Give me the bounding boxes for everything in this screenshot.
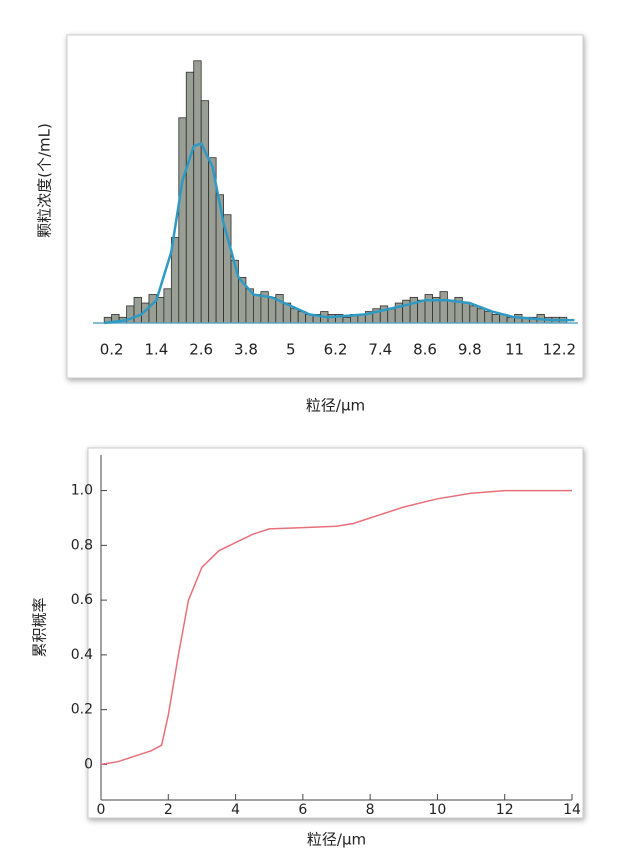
x-tick-label: 5 (286, 341, 296, 359)
histogram-bar (133, 296, 142, 324)
histogram-bar (461, 302, 471, 324)
x-tick-label: 8 (366, 802, 375, 818)
histogram-bar (476, 308, 486, 324)
histogram-bar (469, 305, 478, 324)
x-tick-label: 8.6 (413, 341, 437, 359)
x-tick-label: 0.2 (100, 341, 124, 359)
histogram-bar (342, 316, 351, 324)
x-tick-label: 1.4 (144, 341, 168, 359)
x-tick-label: 6.2 (324, 341, 348, 359)
x-tick-label: 11 (505, 341, 524, 359)
y-tick-label: 1.0 (71, 483, 93, 499)
y-axis-label: 累积概率 (31, 597, 49, 657)
x-tick-label: 12.2 (543, 341, 576, 359)
histogram-bar (387, 308, 396, 324)
histogram-bar (424, 294, 433, 324)
histogram-bar (163, 288, 172, 324)
histogram-bar (267, 296, 277, 324)
y-tick-label: 0.8 (71, 537, 93, 553)
histogram-bar (290, 308, 299, 324)
histogram-bar (156, 296, 165, 324)
y-tick-label: 0 (84, 756, 93, 772)
x-tick-label: 10 (429, 802, 447, 818)
x-tick-label: 6 (298, 802, 307, 818)
x-axis-label: 粒径/μm (307, 831, 366, 849)
histogram-bar (439, 291, 448, 324)
density-curve (104, 141, 575, 325)
x-tick-label: 2.6 (189, 341, 213, 359)
histogram-bar (200, 100, 210, 324)
x-tick-label: 9.8 (458, 341, 482, 359)
histogram-bar (185, 71, 195, 324)
chart2-frame (87, 447, 584, 819)
y-tick-label: 0.4 (71, 647, 93, 663)
x-tick-label: 12 (496, 802, 514, 818)
chart1-frame (66, 34, 584, 379)
x-tick-label: 3.8 (234, 341, 258, 359)
histogram-bar (484, 311, 493, 324)
histogram-bar (178, 117, 187, 324)
y-axis-label: 颗粒浓度(个/mL) (36, 123, 54, 238)
histogram-bar (253, 294, 262, 324)
x-axis-label: 粒径/μm (306, 397, 365, 415)
x-tick-label: 7.4 (368, 341, 392, 359)
x-tick-label: 2 (164, 802, 173, 818)
x-tick-label: 14 (563, 802, 581, 818)
y-tick-label: 0.2 (71, 702, 93, 718)
histogram-bar (491, 314, 501, 324)
cumulative-line (100, 489, 572, 766)
x-tick-label: 4 (231, 802, 240, 818)
histogram-bar (193, 60, 202, 324)
x-tick-label: 0 (97, 802, 106, 818)
histogram-bar (447, 299, 456, 324)
histogram-bar (417, 299, 426, 324)
y-tick-label: 0.6 (71, 592, 93, 608)
histogram-bar (148, 294, 157, 324)
